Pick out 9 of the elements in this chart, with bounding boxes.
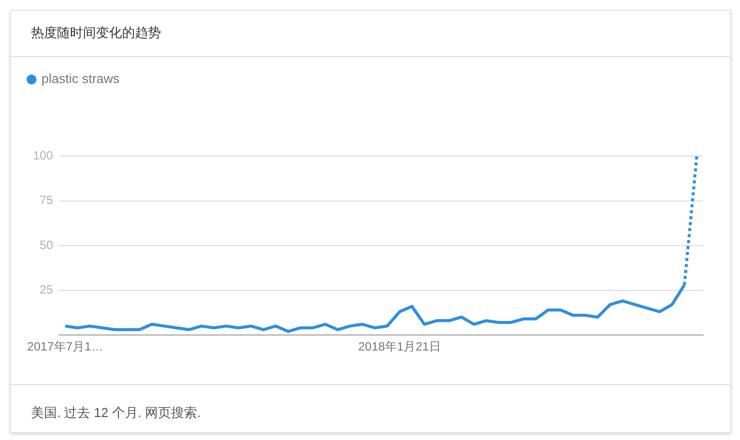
- y-tick-label: 75: [40, 193, 54, 208]
- text: 美国. 过去 12 个月. 网页搜索.: [31, 404, 201, 422]
- y-tick-label: 25: [40, 282, 54, 297]
- legend-label: plastic straws: [42, 71, 120, 86]
- x-tick-label: 2017年7月1…: [27, 340, 104, 354]
- chart-title: 热度随时间变化的趋势: [31, 24, 161, 42]
- y-tick-label: 50: [40, 238, 54, 252]
- x-tick-label: 2018年1月21日: [358, 340, 441, 354]
- y-tick-label: 100: [32, 148, 54, 162]
